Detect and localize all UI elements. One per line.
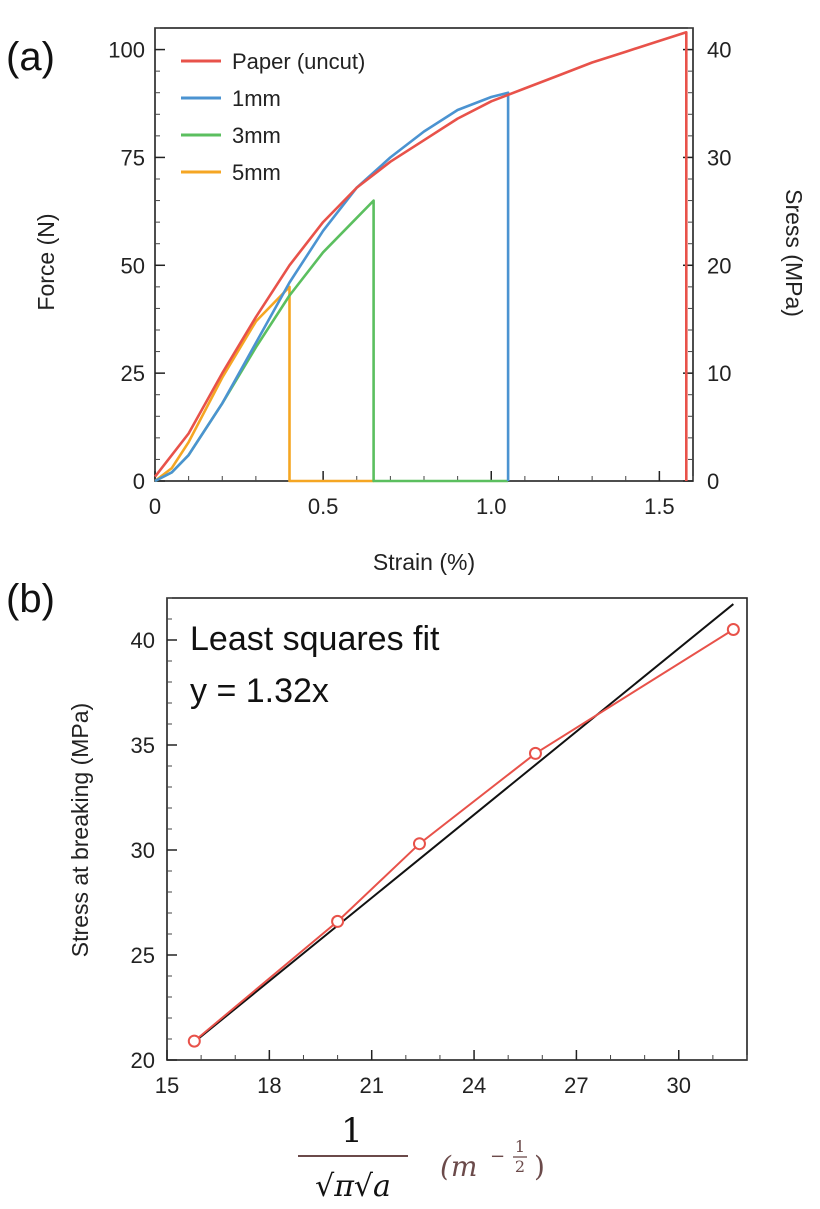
x-title-denominator: √π√a xyxy=(315,1169,391,1204)
panel-a-y-ticks: 0 25 50 75 100 xyxy=(108,38,165,494)
panel-a-x-ticks: 0 0.5 1.0 1.5 xyxy=(149,471,675,519)
y-tick-label: 50 xyxy=(121,253,145,278)
panel-b-x-ticks: 15 18 21 24 27 30 xyxy=(155,1050,691,1098)
y-tick-label: 25 xyxy=(121,361,145,386)
y-tick-label: 75 xyxy=(121,145,145,170)
y-right-tick-label: 30 xyxy=(707,145,731,170)
panel-b-x-axis-title: 1 √π√a (m − 1 2 ) xyxy=(298,1111,545,1204)
y-right-tick-label: 0 xyxy=(707,469,719,494)
y-tick-label: 0 xyxy=(133,469,145,494)
series-line-paper-uncut- xyxy=(153,30,688,481)
legend-label: Paper (uncut) xyxy=(232,49,365,74)
panel-b-y-axis-title: Stress at breaking (MPa) xyxy=(67,703,93,957)
y-right-tick-label: 40 xyxy=(707,38,731,63)
y-right-tick-label: 10 xyxy=(707,361,731,386)
fit-line xyxy=(193,603,734,1043)
x-tick-label: 1.5 xyxy=(644,494,675,519)
data-point xyxy=(187,1034,201,1048)
x-tick-label: 27 xyxy=(564,1073,588,1098)
panel-b-annotation-line2: y = 1.32x xyxy=(190,672,329,710)
y-tick-label: 20 xyxy=(131,1048,155,1073)
x-tick-label: 0.5 xyxy=(308,494,339,519)
series-line-3mm xyxy=(154,199,509,483)
data-point xyxy=(528,746,542,760)
y-tick-label: 40 xyxy=(131,628,155,653)
x-title-unit: (m xyxy=(440,1150,477,1183)
panel-a-x-axis-title: Strain (%) xyxy=(373,549,475,575)
x-title-unit-close: ) xyxy=(534,1150,545,1183)
panel-a-series xyxy=(153,30,688,483)
x-tick-label: 24 xyxy=(462,1073,486,1098)
x-title-numerator: 1 xyxy=(341,1111,363,1151)
panel-b-annotation-line1: Least squares fit xyxy=(190,620,440,658)
x-tick-label: 18 xyxy=(257,1073,281,1098)
y-tick-label: 30 xyxy=(131,838,155,863)
panel-a-legend: Paper (uncut) 1mm 3mm 5mm xyxy=(181,49,365,185)
panel-a-label: (a) xyxy=(6,35,55,79)
x-tick-label: 1.0 xyxy=(476,494,507,519)
series-line-1mm xyxy=(154,91,510,483)
y-tick-label: 25 xyxy=(131,943,155,968)
panel-a-y-ticks-right: 0 10 20 30 40 xyxy=(683,38,731,494)
panel-b-fit-line xyxy=(193,603,734,1043)
panel-a-y-axis-title: Force (N) xyxy=(33,213,59,310)
x-tick-label: 21 xyxy=(359,1073,383,1098)
x-tick-label: 30 xyxy=(667,1073,691,1098)
panel-a: (a) 0 0.5 1.0 1.5 0 25 50 75 100 0 10 20 30 40 Pape… xyxy=(6,27,807,575)
data-point xyxy=(726,623,740,636)
y-tick-label: 35 xyxy=(131,733,155,758)
series-line-5mm xyxy=(154,285,374,483)
x-tick-label: 15 xyxy=(155,1073,179,1098)
legend-label: 3mm xyxy=(232,123,281,148)
y-right-tick-label: 20 xyxy=(707,253,731,278)
x-title-unit-exp-den: 2 xyxy=(515,1157,525,1176)
x-title-unit-exp-sign: − xyxy=(490,1146,505,1167)
legend-label: 5mm xyxy=(232,160,281,185)
panel-b-series xyxy=(187,623,740,1048)
legend-label: 1mm xyxy=(232,86,281,111)
data-point xyxy=(412,837,426,851)
x-tick-label: 0 xyxy=(149,494,161,519)
data-point xyxy=(331,914,345,928)
y-tick-label: 100 xyxy=(108,38,145,63)
x-title-unit-exp-num: 1 xyxy=(515,1137,525,1156)
panel-b-y-ticks: 20 25 30 35 40 xyxy=(131,628,177,1073)
panel-b-label: (b) xyxy=(6,577,55,621)
panel-a-y-axis-title-right: Sress (MPa) xyxy=(781,189,807,317)
